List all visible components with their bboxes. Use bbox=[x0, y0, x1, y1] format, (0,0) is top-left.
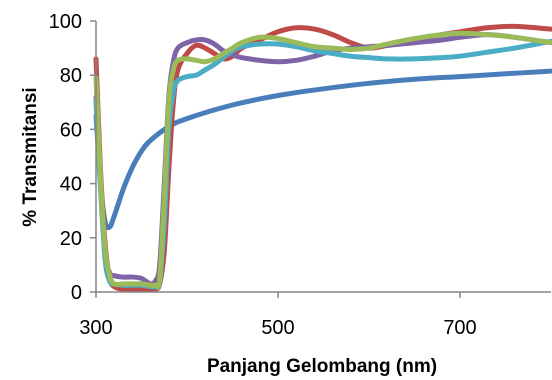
y-tick-label: 20 bbox=[60, 228, 82, 250]
y-tick-label: 100 bbox=[49, 11, 82, 33]
y-ticks: 0 20 40 60 80 100 bbox=[49, 11, 96, 304]
x-tick-label: 500 bbox=[261, 317, 294, 339]
x-ticks: 300 500 700 bbox=[79, 292, 477, 339]
x-tick-label: 700 bbox=[443, 317, 476, 339]
y-axis-title: % Transmitansi bbox=[20, 87, 41, 226]
x-tick-label: 300 bbox=[79, 317, 112, 339]
series-line-5 bbox=[93, 30, 552, 290]
y-tick-label: 40 bbox=[60, 174, 82, 196]
plot-lines bbox=[93, 23, 552, 293]
y-tick-label: 60 bbox=[60, 119, 82, 141]
x-axis-title: Panjang Gelombang (nm) bbox=[207, 356, 437, 377]
y-tick-label: 80 bbox=[60, 65, 82, 87]
y-tick-label: 0 bbox=[71, 282, 82, 304]
